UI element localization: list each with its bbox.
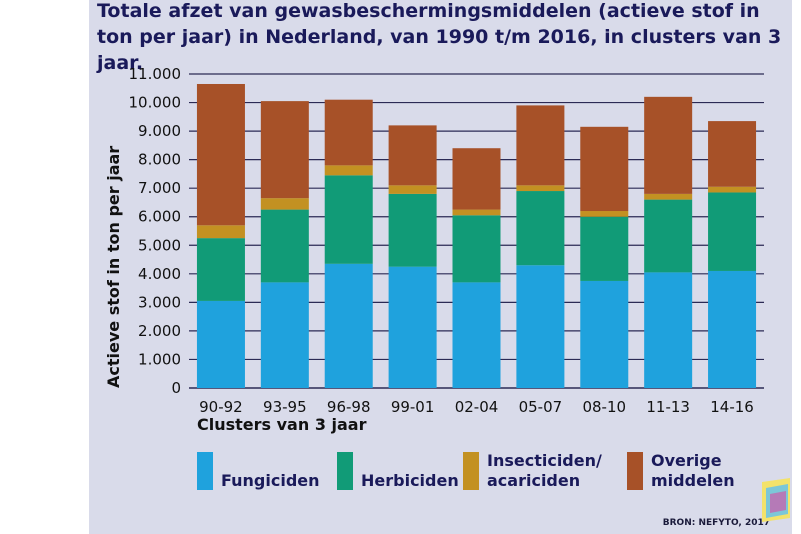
bar-segment [452, 282, 501, 388]
y-tick-label: 1.000 [138, 350, 181, 368]
bar-segment [452, 148, 501, 210]
bar-segment [580, 280, 629, 388]
source-label: BRON: NEFYTO, 2017 [662, 518, 770, 528]
bar-segment [260, 101, 309, 199]
bar-segment [452, 215, 501, 283]
legend-swatch [337, 452, 353, 490]
bar-segment [388, 125, 437, 186]
bar-segment [516, 105, 565, 186]
bar-segment [324, 99, 373, 166]
bar-segment [196, 83, 245, 226]
y-tick-label: 11.000 [129, 65, 182, 83]
bar-segment [324, 263, 373, 388]
bar-segment [708, 192, 757, 271]
legend-item: Fungiciden [197, 452, 320, 490]
x-tick-label: 05-07 [519, 398, 563, 416]
bar-segment [260, 209, 309, 283]
bar-segment [708, 121, 757, 187]
x-axis-title: Clusters van 3 jaar [197, 415, 367, 434]
legend-swatch [627, 452, 643, 490]
logo-icon [762, 478, 790, 522]
x-tick-labels: 90-92 93-95 96-98 99-01 02-04 05-07 08-10 11-13… [199, 398, 754, 416]
bar-segment [260, 198, 309, 210]
x-tick-label: 11-13 [646, 398, 690, 416]
bar-segment [196, 225, 245, 239]
legend-swatch [197, 452, 213, 490]
y-tick-label: 2.000 [138, 322, 181, 340]
bar-segment [196, 300, 245, 388]
y-tick-label: 3.000 [138, 293, 181, 311]
bar-segment [580, 126, 629, 212]
bar-segment [452, 209, 501, 216]
bar-segment [388, 193, 437, 267]
bar-segment [516, 265, 565, 388]
y-tick-label: 0 [171, 379, 181, 397]
x-tick-label: 02-04 [455, 398, 499, 416]
bar-segment [324, 175, 373, 264]
bar-segment [516, 185, 565, 192]
y-tick-label: 5.000 [138, 236, 181, 254]
y-tick-label: 6.000 [138, 208, 181, 226]
bar-segment [196, 238, 245, 301]
bar-segment [516, 191, 565, 266]
legend-item: Insecticiden/acariciden [463, 451, 602, 490]
legend-item: Overige middelen [627, 451, 735, 490]
x-tick-label: 93-95 [263, 398, 307, 416]
bar-segment [580, 216, 629, 281]
bar-segment [324, 165, 373, 176]
bar-segment [644, 272, 693, 388]
x-tick-label: 08-10 [582, 398, 626, 416]
legend-swatch [463, 452, 479, 490]
bar-segment [644, 193, 693, 200]
bar-segment [708, 270, 757, 388]
bar-segment [708, 186, 757, 193]
legend-label: Overige middelen [651, 451, 735, 490]
x-tick-label: 96-98 [327, 398, 371, 416]
y-tick-label: 4.000 [138, 265, 181, 283]
y-tick-label: 8.000 [138, 151, 181, 169]
x-tick-label: 99-01 [391, 398, 435, 416]
stacked-bar-chart: 0 1.000 2.000 3.000 4.000 5.000 6.000 7.000 8.00… [104, 65, 764, 490]
legend-label: Herbiciden [361, 471, 459, 490]
x-tick-label: 90-92 [199, 398, 243, 416]
y-tick-labels: 0 1.000 2.000 3.000 4.000 5.000 6.000 7.000 8.00… [129, 65, 182, 397]
legend-label: Insecticiden/acariciden [487, 451, 602, 490]
bar-segment [580, 211, 629, 217]
legend: Fungiciden Herbiciden Insecticiden/acarici… [197, 451, 735, 490]
x-tick-label: 14-16 [710, 398, 754, 416]
bar-segment [388, 185, 437, 194]
bar-segment [644, 199, 693, 273]
legend-label: Fungiciden [221, 471, 320, 490]
y-tick-label: 10.000 [129, 94, 182, 112]
chart-title: Totale afzet van gewasbeschermingsmiddel… [97, 0, 782, 74]
y-axis-title: Actieve stof in ton per jaar [104, 146, 123, 388]
bar-segment [644, 96, 693, 194]
legend-item: Herbiciden [337, 452, 459, 490]
y-tick-label: 9.000 [138, 122, 181, 140]
y-tick-label: 7.000 [138, 179, 181, 197]
chart-panel: Totale afzet van gewasbeschermingsmiddel… [89, 0, 792, 534]
bar-segment [260, 282, 309, 388]
bars [196, 83, 757, 388]
bar-segment [388, 266, 437, 388]
